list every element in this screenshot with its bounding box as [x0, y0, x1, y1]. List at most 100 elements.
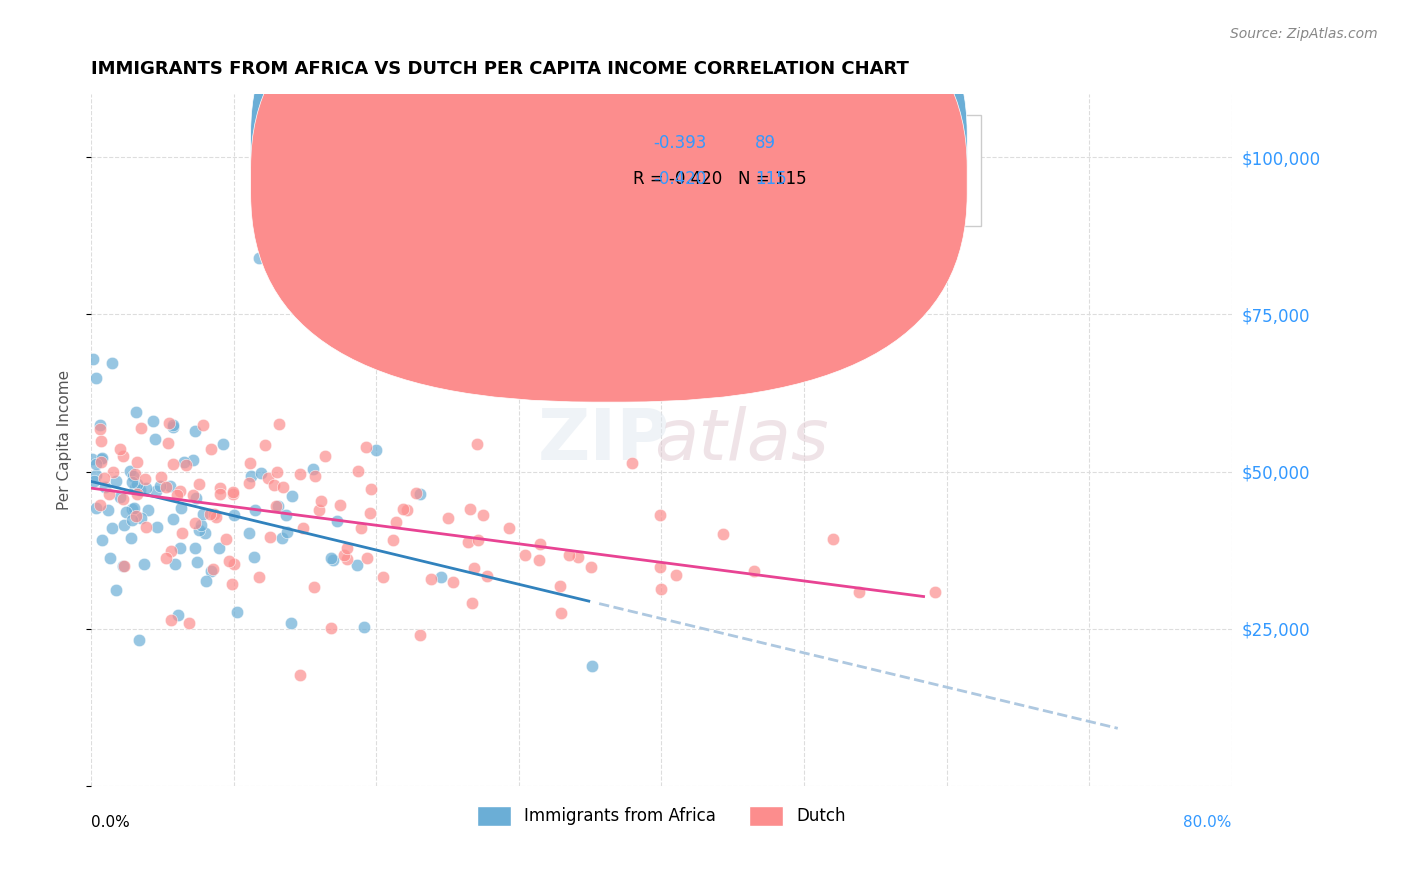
Point [159, 479, 181, 493]
Point [457, 535, 479, 549]
Point [267, 417, 290, 432]
Point [91, 533, 114, 547]
FancyBboxPatch shape [250, 0, 967, 402]
Point [205, 509, 228, 524]
FancyBboxPatch shape [250, 0, 967, 368]
Point [200, 442, 222, 456]
Point [238, 476, 260, 491]
Point [162, 420, 184, 434]
Point [181, 453, 204, 467]
Point [156, 436, 179, 450]
Point [150, 470, 173, 484]
Point [353, 620, 375, 634]
Point [195, 574, 218, 588]
Point [165, 557, 187, 571]
Point [475, 569, 498, 583]
Point [558, 548, 581, 562]
Text: 89: 89 [755, 134, 776, 152]
Point [155, 480, 177, 494]
Point [103, 465, 125, 479]
Point [112, 559, 135, 574]
Point [527, 553, 550, 567]
Point [90, 450, 112, 465]
Point [333, 548, 356, 562]
Point [848, 585, 870, 599]
Point [136, 503, 159, 517]
Point [202, 562, 225, 576]
Point [385, 515, 408, 529]
Point [336, 551, 359, 566]
Point [129, 483, 152, 498]
Point [247, 251, 270, 265]
Point [301, 461, 323, 475]
Point [208, 541, 231, 556]
Point [98, 551, 121, 566]
Point [176, 458, 198, 473]
Point [169, 483, 191, 498]
Point [89, 455, 111, 469]
Point [276, 508, 298, 523]
Point [222, 508, 245, 522]
Point [924, 585, 946, 599]
Point [134, 558, 156, 572]
Point [467, 533, 489, 548]
Point [621, 456, 644, 470]
Point [111, 449, 134, 463]
Point [166, 488, 188, 502]
Point [121, 513, 143, 527]
Point [93, 480, 115, 494]
Point [112, 518, 135, 533]
Point [124, 481, 146, 495]
Point [711, 527, 734, 541]
Point [131, 421, 153, 435]
Point [346, 558, 368, 572]
Point [472, 508, 495, 523]
Point [225, 605, 247, 619]
Point [172, 526, 194, 541]
Point [194, 525, 217, 540]
Text: 80.0%: 80.0% [1184, 815, 1232, 830]
Point [321, 621, 343, 635]
Point [108, 442, 131, 457]
Point [188, 523, 211, 537]
Point [309, 494, 332, 508]
Text: -0.420: -0.420 [654, 169, 707, 188]
Point [371, 570, 394, 584]
Point [498, 521, 520, 535]
Point [291, 520, 314, 534]
Point [247, 570, 270, 584]
Point [271, 531, 294, 545]
Text: IMMIGRANTS FROM AFRICA VS DUTCH PER CAPITA INCOME CORRELATION CHART: IMMIGRANTS FROM AFRICA VS DUTCH PER CAPI… [91, 60, 908, 78]
Point [82, 352, 104, 367]
Point [160, 614, 183, 628]
Point [193, 417, 215, 432]
Point [198, 507, 221, 521]
Text: 0.0%: 0.0% [91, 815, 129, 830]
Point [665, 568, 688, 582]
Point [183, 487, 205, 501]
Point [405, 485, 427, 500]
Point [90, 452, 112, 467]
Point [143, 432, 166, 446]
Point [329, 498, 352, 512]
Text: Source: ZipAtlas.com: Source: ZipAtlas.com [1230, 27, 1378, 41]
Point [89, 417, 111, 432]
Point [188, 476, 211, 491]
Point [121, 502, 143, 516]
Point [193, 507, 215, 521]
Point [208, 481, 231, 495]
Point [218, 554, 240, 568]
Point [308, 503, 330, 517]
Point [240, 469, 263, 483]
Point [650, 582, 672, 597]
Point [581, 659, 603, 673]
Point [100, 521, 122, 535]
Point [529, 537, 551, 551]
Point [465, 437, 488, 451]
Point [89, 422, 111, 436]
Point [127, 486, 149, 500]
Point [173, 455, 195, 469]
Point [356, 551, 378, 566]
Point [97, 503, 120, 517]
Text: 115: 115 [755, 169, 787, 188]
